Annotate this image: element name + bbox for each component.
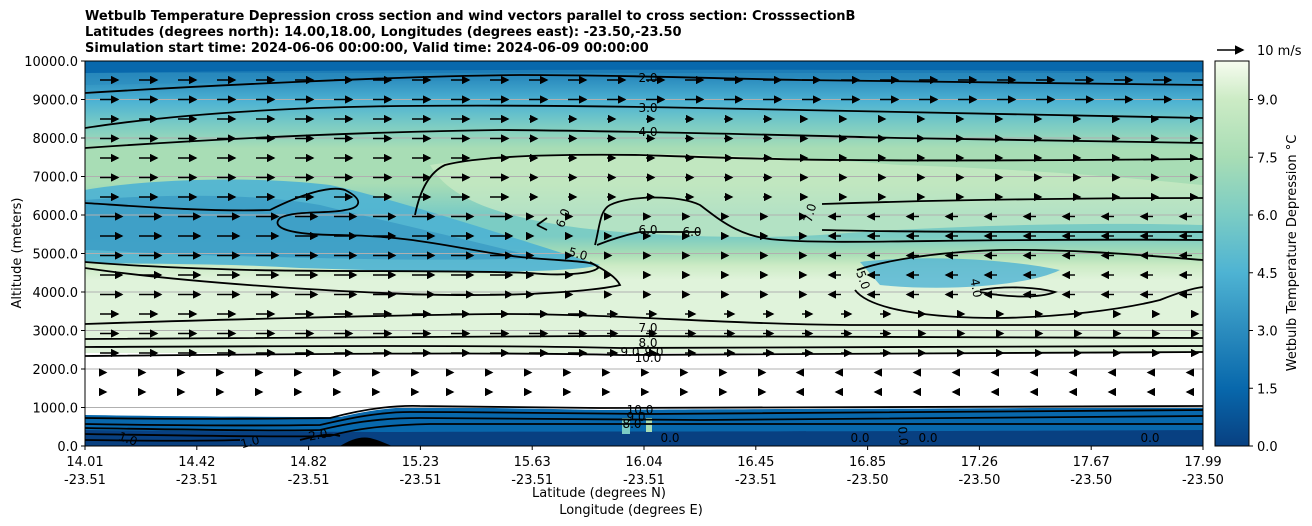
contour-4-pocket	[979, 286, 1058, 298]
x-tick-lat: 16.04	[625, 455, 662, 470]
wind-vectors	[99, 75, 1203, 397]
contour-6-inner	[594, 196, 1203, 246]
contour-label: 0.0	[660, 431, 679, 445]
x-tick-lon: -23.51	[623, 473, 665, 488]
contour-label: 8.0	[638, 336, 657, 350]
x-tick-lat: 17.67	[1073, 455, 1110, 470]
contour-7-right2	[821, 229, 1203, 233]
x-tick-lon: -23.51	[735, 473, 777, 488]
title-line-1: Wetbulb Temperature Depression cross sec…	[85, 9, 856, 24]
contour-low-3	[85, 415, 1203, 432]
x-tick-lat: 17.99	[1184, 455, 1221, 470]
y-tick-label: 10000.0	[24, 55, 78, 70]
colorbar-tick-label: 0.0	[1257, 440, 1278, 455]
contour-label: 0.0	[895, 426, 911, 446]
contour-label: 4.0	[967, 277, 984, 298]
contour-label: 2.0	[307, 426, 328, 443]
contour-label: 6.0	[682, 225, 701, 239]
contour-label: 2.0	[638, 71, 657, 85]
title-line-2: Latitudes (degrees north): 14.00,18.00, …	[85, 25, 682, 40]
x-axis: 14.01 -23.51 14.42 -23.51 14.82 -23.51 15.23 -2…	[64, 446, 1224, 488]
x-axis-label-2: Longitude (degrees E)	[559, 503, 703, 518]
y-tick-label: 6000.0	[33, 209, 79, 224]
x-tick-lon: -23.50	[958, 473, 1000, 488]
y-tick-label: 7000.0	[33, 171, 79, 186]
x-tick-lat: 16.45	[737, 455, 774, 470]
colorbar-ticks: 0.0 1.5 3.0 4.5 6.0 7.5 9.0	[1249, 94, 1278, 455]
x-tick-lon: -23.51	[288, 473, 330, 488]
contour-label: 9.0	[626, 410, 645, 424]
x-tick-lon: -23.51	[64, 473, 106, 488]
x-tick-lat: 14.42	[178, 455, 215, 470]
x-tick-lat: 14.82	[290, 455, 327, 470]
x-tick-lon: -23.51	[176, 473, 218, 488]
contour-low-5	[85, 433, 341, 442]
x-tick-lon: -23.50	[1070, 473, 1112, 488]
x-axis-label: Latitude (degrees N)	[532, 486, 666, 501]
contour-7-upper	[414, 153, 1203, 216]
contour-8	[85, 334, 1203, 340]
x-tick-lat: 16.85	[849, 455, 886, 470]
contour-label: 10.0	[627, 403, 654, 417]
y-axis: 0.0 1000.0 2000.0 3000.0 4000.0 5000.0 6000.0 7…	[24, 55, 85, 455]
y-axis-label: Altitude (meters)	[10, 198, 25, 309]
y-tick-label: 2000.0	[33, 363, 79, 378]
wind-reference-label: 10 m/s	[1257, 44, 1302, 59]
contour-label: 1.0	[117, 429, 140, 449]
contour-low-2	[85, 409, 1203, 427]
contour-6-left	[85, 187, 600, 276]
contour-9	[85, 345, 1203, 349]
contour-7	[85, 313, 1203, 327]
x-tick-lat: 15.23	[402, 455, 439, 470]
wind-reference-key: 10 m/s	[1217, 44, 1302, 59]
x-tick-lon: -23.50	[847, 473, 889, 488]
contour-6-mid	[536, 217, 548, 231]
colorbar: 0.0 1.5 3.0 4.5 6.0 7.5 9.0 Wetbulb Temperatur…	[1214, 60, 1300, 455]
contour-label: 6.0	[638, 223, 657, 237]
contour-3	[85, 104, 1203, 129]
chart-title: Wetbulb Temperature Depression cross sec…	[85, 9, 855, 57]
x-tick-lon: -23.51	[511, 473, 553, 488]
y-tick-label: 9000.0	[33, 94, 79, 109]
colorbar-tick-label: 9.0	[1257, 94, 1278, 109]
colorbar-tick-label: 1.5	[1257, 382, 1278, 397]
contour-6-inner2	[596, 231, 700, 246]
contour-label: 0.0	[918, 431, 937, 445]
colorbar-gradient	[1214, 60, 1250, 447]
colorbar-tick-label: 4.5	[1257, 267, 1278, 282]
y-tick-label: 3000.0	[33, 325, 79, 340]
x-tick-lat: 14.01	[66, 455, 103, 470]
y-tick-label: 8000.0	[33, 132, 79, 147]
x-tick-lon: -23.51	[399, 473, 441, 488]
y-tick-label: 0.0	[57, 440, 78, 455]
contour-label: 0.0	[850, 431, 869, 445]
colorbar-tick-label: 3.0	[1257, 325, 1278, 340]
x-tick-lat: 17.26	[961, 455, 998, 470]
contour-label: 0.0	[1140, 431, 1159, 445]
contour-label: 9.0	[620, 345, 639, 359]
contour-label: 1.0	[239, 433, 261, 451]
colorbar-label: Wetbulb Temperature Depression °C	[1285, 135, 1300, 372]
contour-label: 4.0	[638, 125, 657, 139]
colorbar-tick-label: 7.5	[1257, 151, 1278, 166]
y-tick-label: 1000.0	[33, 402, 79, 417]
contour-label: 8.0	[622, 417, 641, 431]
colorbar-tick-label: 6.0	[1257, 209, 1278, 224]
contour-label: 3.0	[638, 101, 657, 115]
y-tick-label: 4000.0	[33, 286, 79, 301]
y-tick-label: 5000.0	[33, 248, 79, 263]
title-line-3: Simulation start time: 2024-06-06 00:00:…	[85, 41, 649, 56]
x-tick-lon: -23.50	[1182, 473, 1224, 488]
x-tick-lat: 15.63	[514, 455, 551, 470]
contour-5-lower	[854, 286, 1203, 319]
contour-5-left	[85, 261, 622, 296]
contour-low-1	[85, 404, 1203, 420]
